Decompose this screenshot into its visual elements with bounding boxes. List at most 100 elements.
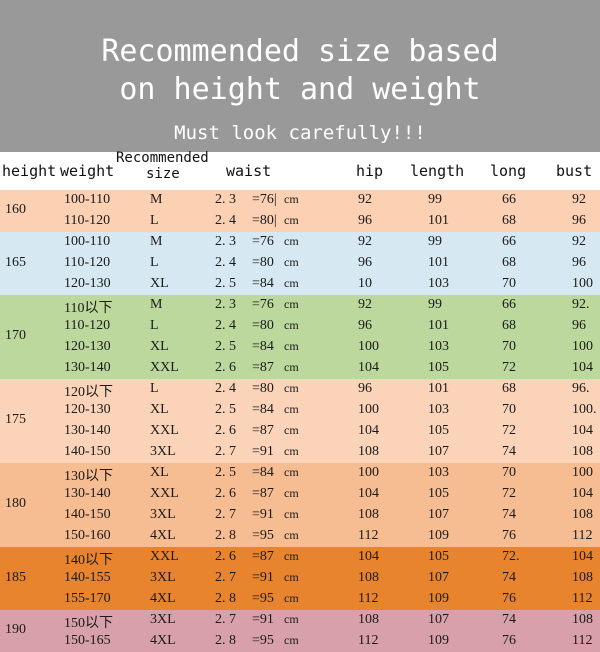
cell-long: 72 [502,423,516,438]
cell-length: 101 [428,381,449,396]
cell-bust: 96 [572,255,586,270]
cell-hip: 112 [358,591,379,606]
cell-hip: 92 [358,297,372,312]
header-bust: bust [556,162,593,180]
cell-size: 3XL [150,444,176,459]
cell-waist-inch: 2. 3 [215,234,236,249]
cell-weight: 140-150 [64,444,111,459]
table-row: 140-155 3XL 2. 7 =91 cm 108 107 74 108 [0,568,600,589]
cell-waist-inch: 2. 6 [215,549,236,564]
cell-length: 105 [428,360,449,375]
height-label: 170 [5,328,26,343]
cell-size: L [150,318,159,333]
table-row: 110-120 L 2. 4 =80 cm 96 101 68 96 [0,316,600,337]
cell-long: 74 [502,570,516,585]
cell-hip: 96 [358,318,372,333]
cell-hip: 112 [358,528,379,543]
cell-waist-unit: cm [284,402,299,416]
cell-long: 66 [502,192,516,207]
cell-size: XL [150,339,169,354]
cell-long: 76 [502,528,516,543]
cell-long: 74 [502,444,516,459]
cell-waist-inch: 2. 8 [215,591,236,606]
height-label: 185 [5,569,26,585]
cell-weight: 130-140 [64,486,111,501]
cell-hip: 96 [358,255,372,270]
cell-weight: 150以下 [64,616,113,631]
table-row: 150-165 4XL 2. 8 =95 cm 112 109 76 112 [0,631,600,652]
cell-long: 72. [502,549,520,564]
cell-waist-inch: 2. 4 [215,255,236,270]
table-row: 100-110 M 2. 3 =76| cm 92 99 66 92 [0,190,600,211]
cell-waist-inch: 2. 4 [215,318,236,333]
table-row: 110以下 M 2. 3 =76 cm 92 99 66 92. [0,295,600,316]
table-row: 150以下 3XL 2. 7 =91 cm 108 107 74 108 [0,610,600,631]
cell-length: 109 [428,528,449,543]
table-row: 130-140 XXL 2. 6 =87 cm 104 105 72 104 [0,358,600,379]
cell-waist-cm: =91 [252,444,274,459]
cell-waist-cm: =80 [252,381,274,396]
cell-weight: 140以下 [64,553,113,568]
cell-size: 3XL [150,570,176,585]
title-banner: Recommended size based on height and wei… [0,0,600,152]
table-row: 110-120 L 2. 4 =80 cm 96 101 68 96 [0,253,600,274]
cell-waist-cm: =80 [252,255,274,270]
cell-size: XXL [150,360,179,375]
cell-size: L [150,255,159,270]
cell-waist-unit: cm [284,549,299,563]
cell-waist-inch: 2. 6 [215,486,236,501]
cell-hip: 100 [358,465,379,480]
cell-long: 68 [502,318,516,333]
cell-hip: 100 [358,339,379,354]
height-label: 175 [5,412,26,427]
cell-size: M [150,234,163,249]
cell-long: 70 [502,402,516,417]
cell-weight: 100-110 [64,234,111,249]
cell-long: 72 [502,360,516,375]
cell-weight: 140-155 [64,570,111,585]
cell-size: XL [150,276,169,291]
cell-weight: 150-160 [64,528,111,543]
cell-waist-unit: cm [284,507,299,521]
cell-size: M [150,297,163,312]
cell-waist-cm: =87 [252,423,274,438]
cell-waist-unit: cm [284,465,299,479]
height-group-170: 170 110以下 M 2. 3 =76 cm 92 99 66 92. 110-120 L 2. 4 =… [0,295,600,379]
cell-length: 107 [428,444,449,459]
title-line-1: Recommended size based [101,34,499,69]
cell-waist-inch: 2. 4 [215,213,236,228]
header-height: height [2,162,57,180]
cell-weight: 110以下 [64,301,113,316]
cell-waist-inch: 2. 7 [215,507,236,522]
cell-waist-cm: =84 [252,276,274,291]
cell-waist-inch: 2. 8 [215,528,236,543]
cell-waist-cm: =76 [252,297,274,312]
cell-length: 103 [428,339,449,354]
table-row: 140以下 XXL 2. 6 =87 cm 104 105 72. 104 [0,547,600,568]
cell-bust: 100 [572,465,593,480]
cell-hip: 96 [358,381,372,396]
cell-bust: 92. [572,297,590,312]
cell-bust: 108 [572,444,593,459]
cell-bust: 96 [572,213,586,228]
cell-weight: 120以下 [64,385,113,400]
cell-long: 70 [502,276,516,291]
cell-length: 101 [428,213,449,228]
header-hip: hip [356,162,384,180]
height-group-160: 160 100-110 M 2. 3 =76| cm 92 99 66 92 110-120 L 2. … [0,190,600,232]
cell-weight: 120-130 [64,276,111,291]
cell-size: M [150,192,163,207]
cell-size: L [150,213,159,228]
cell-weight: 120-130 [64,339,111,354]
cell-waist-cm: =80| [252,213,277,228]
cell-length: 99 [428,234,442,249]
cell-waist-inch: 2. 3 [215,297,236,312]
cell-waist-cm: =84 [252,465,274,480]
header-recommended: Recommended [116,150,209,166]
cell-hip: 108 [358,612,379,627]
cell-length: 109 [428,591,449,606]
cell-bust: 96. [572,381,590,396]
cell-waist-inch: 2. 7 [215,444,236,459]
cell-bust: 96 [572,318,586,333]
cell-waist-unit: cm [284,633,299,647]
